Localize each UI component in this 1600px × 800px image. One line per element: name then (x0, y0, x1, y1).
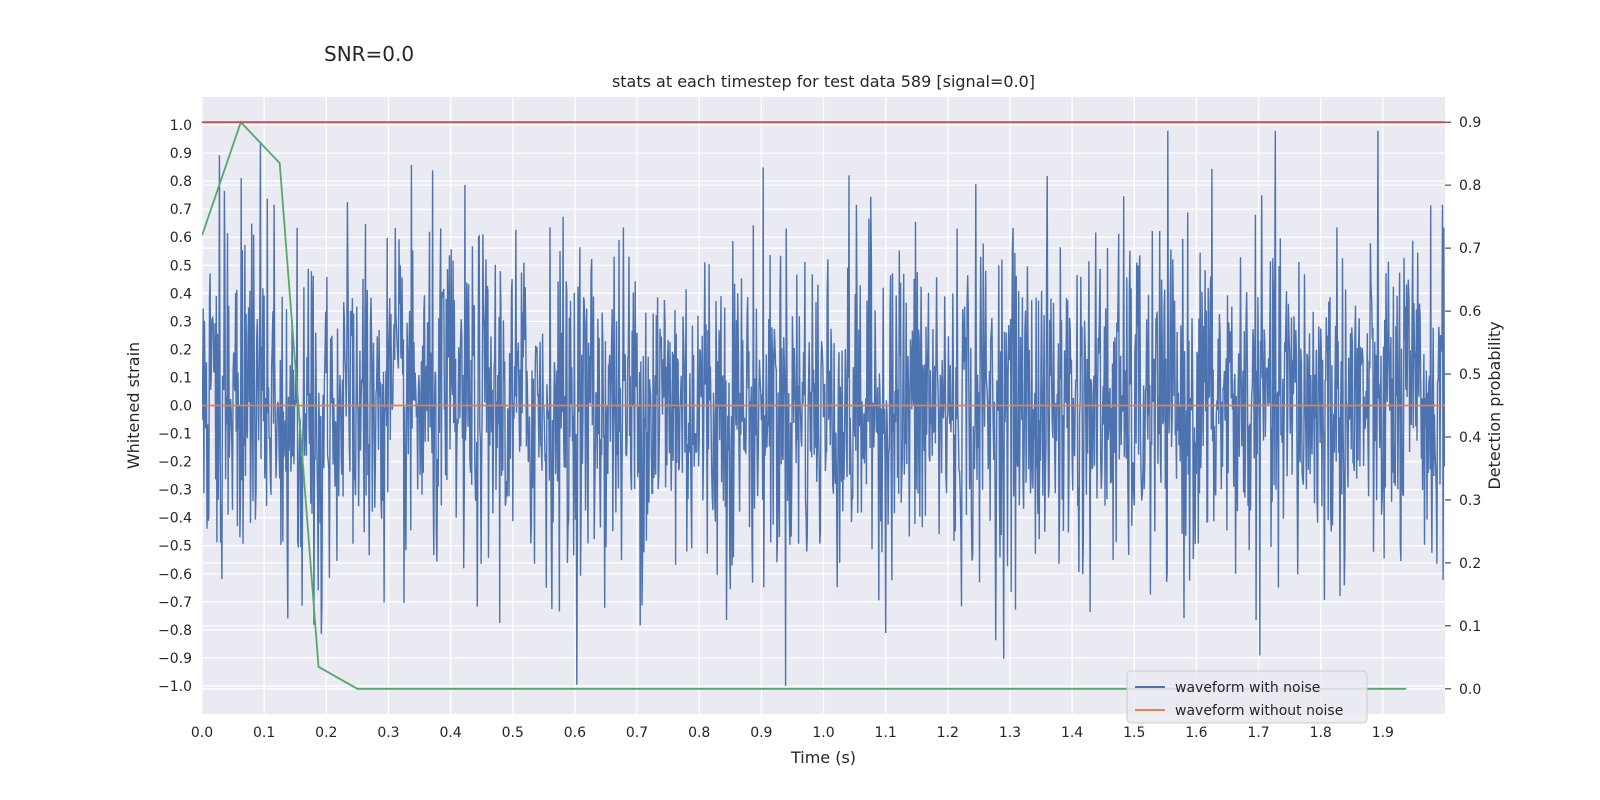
x-tick-labels: 0.0 0.1 0.2 0.3 0.4 0.5 0.6 0.7 0.8 0.9 1.0 1.1 1.2 1… (191, 725, 1394, 741)
chart-title: stats at each timestep for test data 589… (612, 72, 1035, 91)
y2-tick-labels: 0.9 0.8 0.7 0.6 0.5 0.4 0.3 0.2 0.1 0.0 (1445, 115, 1481, 698)
series-layer (202, 120, 1445, 690)
y-axis-label: Whitened strain (124, 342, 143, 469)
x-tick-label: 1.4 (1061, 725, 1083, 741)
x-tick-label: 0.6 (564, 725, 586, 741)
series-detection-probability (202, 120, 1407, 690)
x-tick-label: 0.0 (191, 725, 213, 741)
legend-label: waveform without noise (1175, 703, 1343, 719)
x-tick-label: 1.7 (1247, 725, 1269, 741)
y-tick-label: 0.0 (170, 399, 192, 415)
x-tick-label: 0.4 (439, 725, 461, 741)
series-waveform-with-noise (202, 130, 1445, 687)
y2-tick-label: 0.4 (1459, 430, 1481, 446)
y2-tick-label: 0.8 (1459, 178, 1481, 194)
legend-label: waveform with noise (1175, 680, 1320, 696)
y-tick-label: −0.7 (158, 595, 192, 611)
figure-suptitle: SNR=0.0 (324, 42, 415, 66)
y-tick-label: −0.9 (158, 651, 192, 667)
y-tick-label: −1.0 (158, 679, 192, 695)
y2-axis-label: Detection probability (1485, 321, 1504, 489)
x-tick-label: 0.1 (253, 725, 275, 741)
y-tick-label: −0.3 (158, 483, 192, 499)
y-tick-label: 0.4 (170, 286, 192, 302)
x-tick-label: 1.6 (1185, 725, 1207, 741)
y2-tick-label: 0.1 (1459, 619, 1481, 635)
x-tick-label: 1.9 (1372, 725, 1394, 741)
y-tick-label: 0.2 (170, 342, 192, 358)
x-tick-label: 1.3 (999, 725, 1021, 741)
x-tick-label: 0.2 (315, 725, 337, 741)
y-tick-labels: 1.0 0.9 0.8 0.7 0.6 0.5 0.4 0.3 0.2 0.1 0.0 −0.1 −0.… (158, 118, 192, 695)
y-tick-label: 0.8 (170, 174, 192, 190)
y-tick-label: 0.9 (170, 146, 192, 162)
y2-tick-label: 0.7 (1459, 241, 1481, 257)
y2-tick-label: 0.5 (1459, 367, 1481, 383)
y-tick-label: 1.0 (170, 118, 192, 134)
y-tick-label: 0.5 (170, 258, 192, 274)
x-tick-label: 0.9 (750, 725, 772, 741)
y2-tick-label: 0.0 (1459, 682, 1481, 698)
y-tick-label: −0.5 (158, 539, 192, 555)
y2-tick-label: 0.6 (1459, 304, 1481, 320)
y-tick-label: 0.7 (170, 202, 192, 218)
y-tick-label: 0.3 (170, 314, 192, 330)
x-tick-label: 1.0 (812, 725, 834, 741)
y-tick-label: −0.1 (158, 427, 192, 443)
y2-tick-label: 0.9 (1459, 115, 1481, 131)
x-tick-label: 0.7 (626, 725, 648, 741)
legend: waveform with noise waveform without nois… (1126, 670, 1368, 724)
y2-tick-label: 0.2 (1459, 556, 1481, 572)
y-tick-label: 0.6 (170, 230, 192, 246)
x-tick-label: 0.8 (688, 725, 710, 741)
x-tick-label: 0.5 (502, 725, 524, 741)
y-tick-label: −0.2 (158, 455, 192, 471)
y2-tick-label: 0.3 (1459, 493, 1481, 509)
x-tick-label: 0.3 (377, 725, 399, 741)
x-axis-label: Time (s) (790, 748, 856, 767)
y-tick-label: −0.8 (158, 623, 192, 639)
x-tick-label: 1.8 (1310, 725, 1332, 741)
legend-box (1126, 670, 1368, 724)
y-tick-label: −0.6 (158, 567, 192, 583)
y-tick-label: −0.4 (158, 511, 192, 527)
x-tick-label: 1.5 (1123, 725, 1145, 741)
x-tick-label: 1.2 (937, 725, 959, 741)
x-tick-label: 1.1 (875, 725, 897, 741)
y-tick-label: 0.1 (170, 370, 192, 386)
